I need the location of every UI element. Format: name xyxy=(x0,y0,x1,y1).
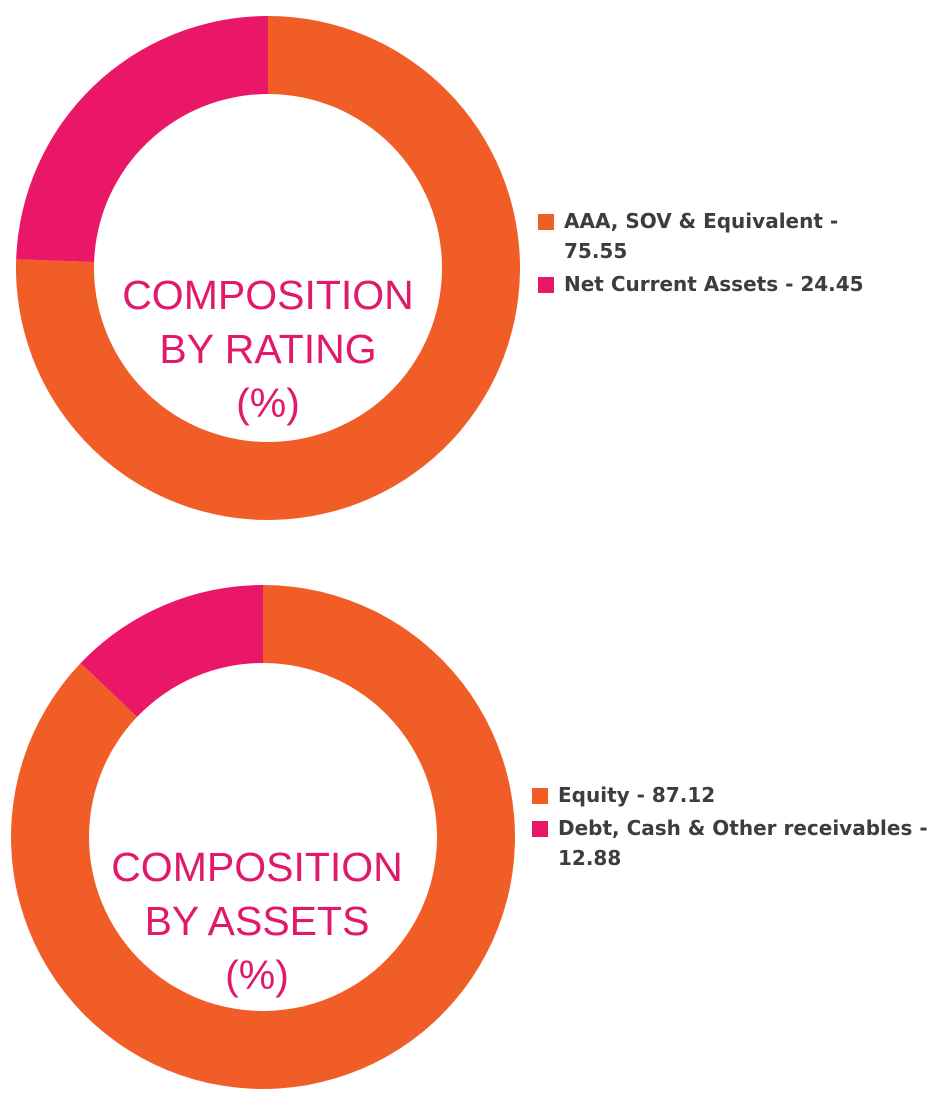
legend-label-debt-cash: Debt, Cash & Other receivables - 12.88 xyxy=(558,816,928,870)
legend-item-debt-cash: Debt, Cash & Other receivables - 12.88 xyxy=(532,813,932,873)
legend-label-equity: Equity - 87.12 xyxy=(558,783,716,807)
assets-title-line-2: BY ASSETS xyxy=(144,898,370,944)
slice-debt-cash xyxy=(80,585,264,717)
slice-equity xyxy=(10,585,516,1089)
legend-item-aaa-sov: AAA, SOV & Equivalent - 75.55 xyxy=(538,206,868,266)
legend-label-net-current-assets: Net Current Assets - 24.45 xyxy=(564,272,864,296)
legend-label-aaa-sov: AAA, SOV & Equivalent - 75.55 xyxy=(564,209,839,263)
legend-swatch-debt-cash xyxy=(532,821,548,837)
legend-item-equity: Equity - 87.12 xyxy=(532,780,932,810)
assets-title-line-1: COMPOSITION xyxy=(111,844,403,890)
rating-donut xyxy=(15,16,521,520)
slice-aaa-sov xyxy=(15,16,521,520)
legend-swatch-aaa-sov xyxy=(538,214,554,230)
rating-title-line-2: BY RATING xyxy=(159,326,377,372)
assets-title-line-3: (%) xyxy=(225,952,289,998)
slice-net-current-assets xyxy=(16,16,269,262)
rating-title-line-3: (%) xyxy=(236,380,300,426)
legend-item-net-current-assets: Net Current Assets - 24.45 xyxy=(538,269,868,299)
assets-legend: Equity - 87.12 Debt, Cash & Other receiv… xyxy=(532,780,932,876)
assets-donut xyxy=(10,585,516,1089)
rating-center-label: COMPOSITION BY RATING (%) xyxy=(118,268,418,430)
legend-swatch-net-current-assets xyxy=(538,277,554,293)
rating-legend: AAA, SOV & Equivalent - 75.55 Net Curren… xyxy=(538,206,868,302)
assets-center-label: COMPOSITION BY ASSETS (%) xyxy=(107,840,407,1002)
legend-swatch-equity xyxy=(532,788,548,804)
rating-chart: COMPOSITION BY RATING (%) AAA, SOV & Equ… xyxy=(0,0,949,540)
assets-chart: COMPOSITION BY ASSETS (%) Equity - 87.12… xyxy=(0,570,949,1114)
rating-title-line-1: COMPOSITION xyxy=(122,272,414,318)
